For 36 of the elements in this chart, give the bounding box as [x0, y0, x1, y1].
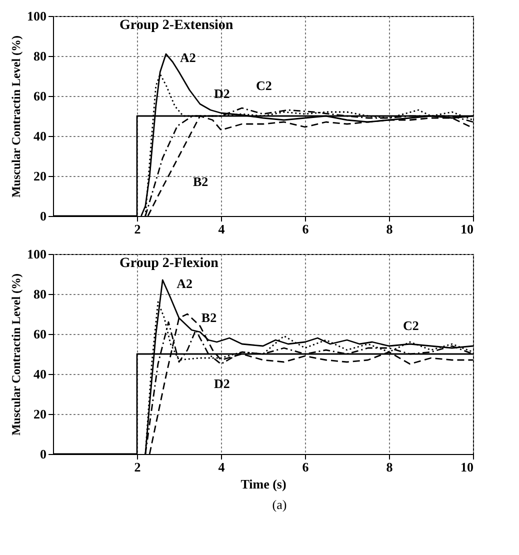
x-axis-title: Time (s) [240, 476, 286, 492]
x-tick-label: 8 [386, 460, 394, 474]
annotation: C2 [256, 78, 272, 93]
y-tick-label: 20 [34, 406, 46, 422]
x-tick-label: 10 [460, 460, 474, 474]
y-tick-label: 100 [27, 8, 46, 24]
chart-title: Group 2-Flexion [120, 256, 219, 271]
y-axis-title: Muscular Contractin Level (%) [9, 273, 23, 436]
text: (a) [271, 497, 288, 513]
x-tick-label: 2 [134, 222, 141, 236]
annotation: A2 [176, 276, 193, 291]
y-tick-label: 80 [34, 48, 46, 64]
annotation: D2 [214, 376, 230, 391]
y-tick-label: 40 [34, 128, 46, 144]
y-tick-label: 0 [40, 208, 46, 224]
y-axis-title: Muscular Contractin Level (%) [9, 35, 23, 198]
x-tick-label: 4 [218, 222, 226, 236]
x-tick-label: 8 [386, 222, 394, 236]
y-tick-label: 0 [40, 446, 46, 462]
x-tick-label: 6 [302, 222, 310, 236]
x-tick-label: 10 [460, 222, 474, 236]
y-tick-label: 60 [34, 326, 46, 342]
chart-title: Group 2-Extension [120, 18, 234, 33]
y-tick-label: 40 [34, 366, 46, 382]
annotation: D2 [214, 86, 230, 101]
x-tick-label: 4 [218, 460, 226, 474]
annotation: B2 [193, 174, 208, 189]
y-tick-label: 60 [34, 88, 46, 104]
annotation: A2 [180, 50, 196, 65]
y-tick-label: 100 [27, 246, 46, 262]
x-tick-label: 6 [302, 460, 310, 474]
annotation: B2 [201, 310, 217, 325]
annotation: C2 [403, 318, 419, 333]
y-tick-label: 80 [34, 286, 46, 302]
y-tick-label: 20 [34, 168, 46, 184]
x-tick-label: 2 [134, 460, 141, 474]
